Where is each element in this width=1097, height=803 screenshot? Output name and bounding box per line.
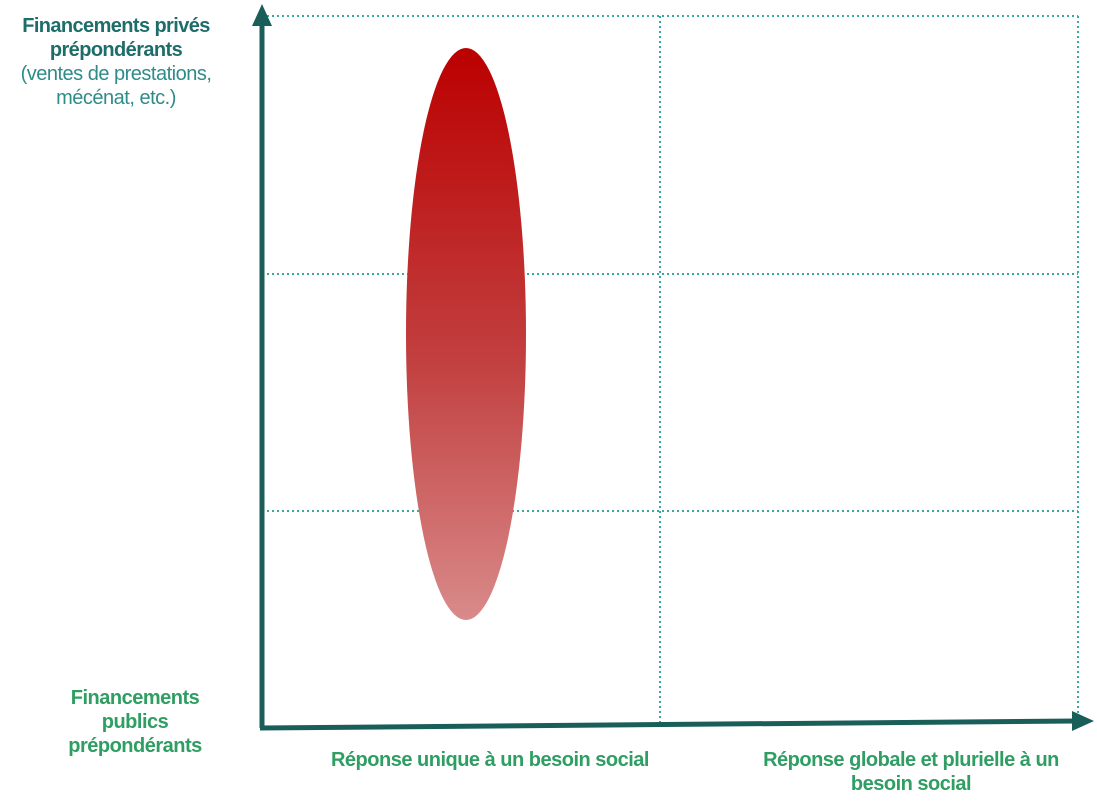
y-axis-top-label: Financements privés prépondérants (vente… [0, 14, 232, 110]
positioning-ellipse [406, 48, 526, 620]
y-axis-bottom-label: Financements publics prépondérants [68, 687, 202, 757]
y-axis-top-label-bold: Financements privés prépondérants [22, 15, 210, 61]
x-axis-category-left: Réponse unique à un besoin social [330, 749, 650, 771]
y-axis-arrow-icon [252, 4, 272, 26]
x-axis-arrow-icon [1072, 711, 1094, 731]
x-axis-category-right: Réponse globale et plurielle à un besoin… [763, 749, 1059, 795]
axes [252, 4, 1094, 731]
grid-lines [262, 15, 1079, 726]
x-axis [259, 718, 1077, 731]
y-axis-top-label-detail: (ventes de prestations, mécénat, etc.) [20, 63, 212, 109]
